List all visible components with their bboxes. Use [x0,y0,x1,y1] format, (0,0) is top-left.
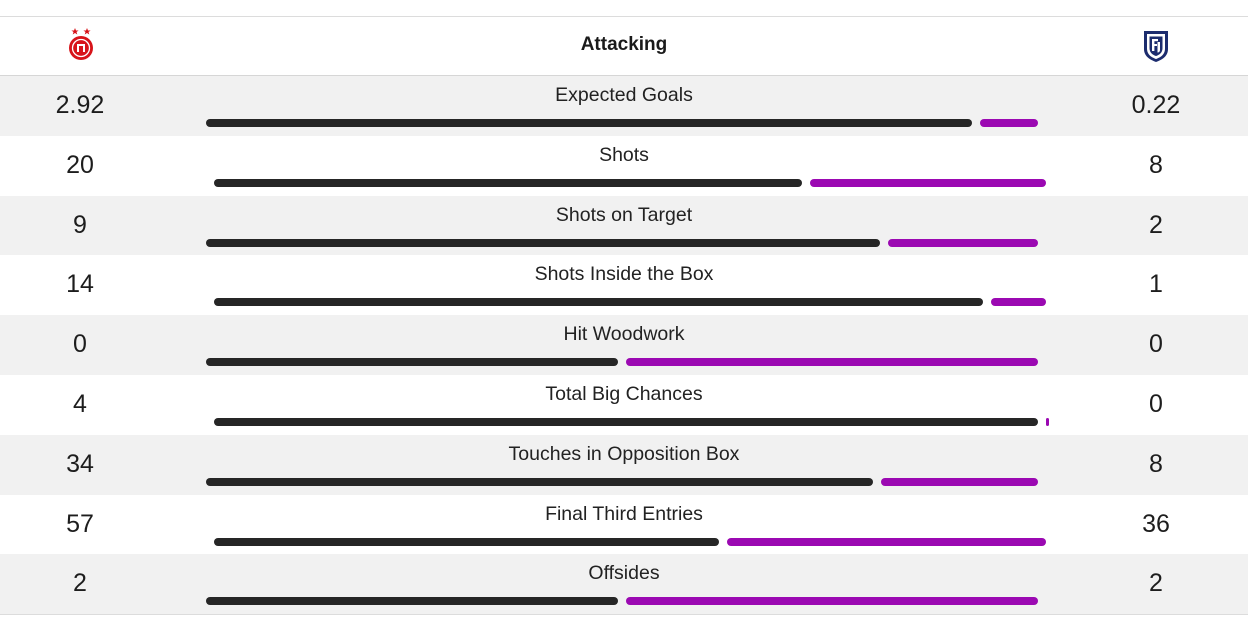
aberdeen-crest-icon[interactable] [66,27,96,63]
away-bar [727,537,1046,546]
stat-row: 14 Shots Inside the Box 1 [0,255,1248,315]
away-value: 0 [1149,389,1163,418]
section-title: Attacking [580,34,668,55]
stat-label: Shots on Target [555,203,693,226]
stat-row: 34 Touches in Opposition Box 8 [0,434,1248,495]
home-bar [206,119,972,127]
stat-label: Final Third Entries [545,502,703,525]
stat-label: Hit Woodwork [563,323,685,346]
home-bar [206,477,873,486]
away-value: 36 [1142,509,1170,538]
away-bar [626,358,1038,367]
home-bar [206,597,618,606]
stat-label: Total Big Chances [545,382,703,405]
top-divider [0,16,1248,17]
home-value: 2.92 [55,91,105,119]
stat-row: 57 Final Third Entries 36 [0,495,1248,555]
home-value: 14 [66,270,94,299]
stat-rows: 2.92 Expected Goals 0.22 20 Shots 8 9 Shots on … [0,76,1248,615]
stat-label: Shots [599,143,649,166]
stat-row: 2 Offsides 2 [0,554,1248,615]
away-value: 2 [1149,210,1163,239]
home-bar [214,178,802,187]
away-value: 8 [1149,449,1163,478]
section-header: Attacking [0,17,1248,76]
away-value: 1 [1149,270,1163,299]
away-bar [881,477,1038,486]
home-bar [214,298,983,307]
bottom-divider [0,614,1248,615]
away-value: 0 [1149,330,1163,359]
away-bar [810,178,1046,187]
stat-row: 2.92 Expected Goals 0.22 [0,76,1248,136]
home-value: 34 [66,449,94,478]
away-value: 2 [1149,569,1163,598]
dundee-crest-icon[interactable] [1141,29,1171,63]
home-bar [214,537,719,546]
away-bar [1046,417,1049,426]
home-value: 20 [66,150,94,179]
away-bar [980,119,1038,127]
away-bar [626,597,1038,606]
stat-row: 9 Shots on Target 2 [0,195,1248,256]
away-value: 8 [1149,150,1163,179]
stat-row: 0 Hit Woodwork 0 [0,315,1248,375]
home-value: 4 [73,389,87,418]
away-value: 0.22 [1131,91,1181,119]
stat-row: 20 Shots 8 [0,136,1248,196]
stat-row: 4 Total Big Chances 0 [0,375,1248,435]
home-value: 0 [73,330,87,359]
home-value: 9 [73,210,87,239]
stat-label: Offsides [588,562,660,585]
home-bar [214,417,1038,426]
home-bar [206,358,618,367]
home-bar [206,238,880,247]
stat-label: Touches in Opposition Box [508,442,740,465]
stat-label: Expected Goals [555,84,693,106]
away-bar [991,298,1046,307]
home-value: 2 [73,569,87,598]
home-value: 57 [66,509,94,538]
stat-label: Shots Inside the Box [534,263,714,286]
away-bar [888,238,1038,247]
